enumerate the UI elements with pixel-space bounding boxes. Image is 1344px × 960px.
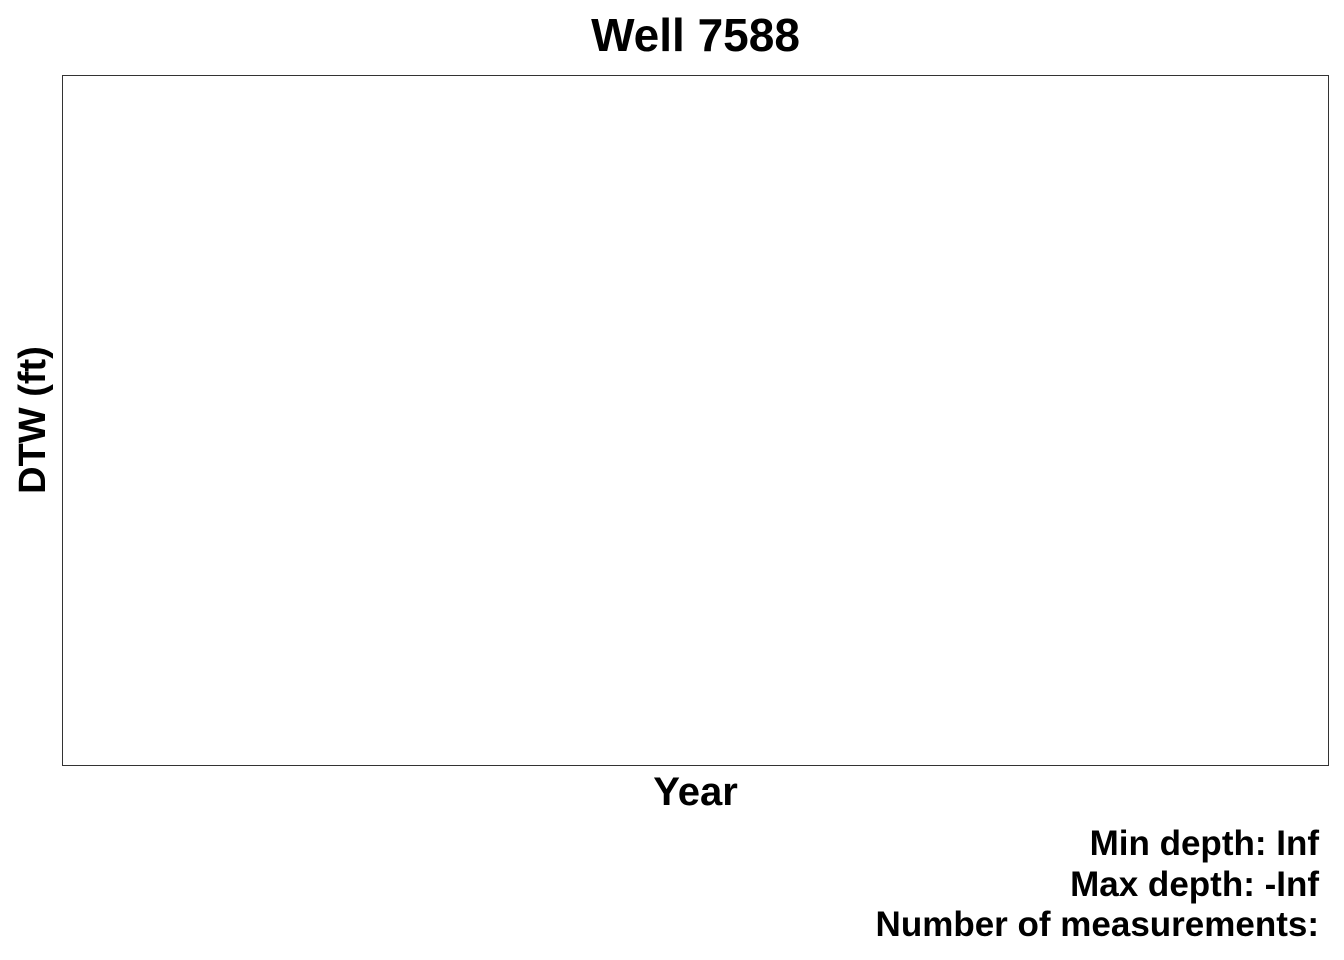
y-axis-label: DTW (ft) [12,346,54,494]
plot-panel [62,75,1329,766]
caption-min-depth: Min depth: Inf [1089,824,1319,863]
caption-num-measurements: Number of measurements: [875,905,1319,944]
chart-title: Well 7588 [591,9,800,61]
plot-caption: Min depth: Inf Max depth: -Inf Number of… [876,824,1319,946]
x-axis-label: Year [653,770,738,814]
plot-area [63,76,1328,765]
caption-max-depth: Max depth: -Inf [1070,864,1319,904]
